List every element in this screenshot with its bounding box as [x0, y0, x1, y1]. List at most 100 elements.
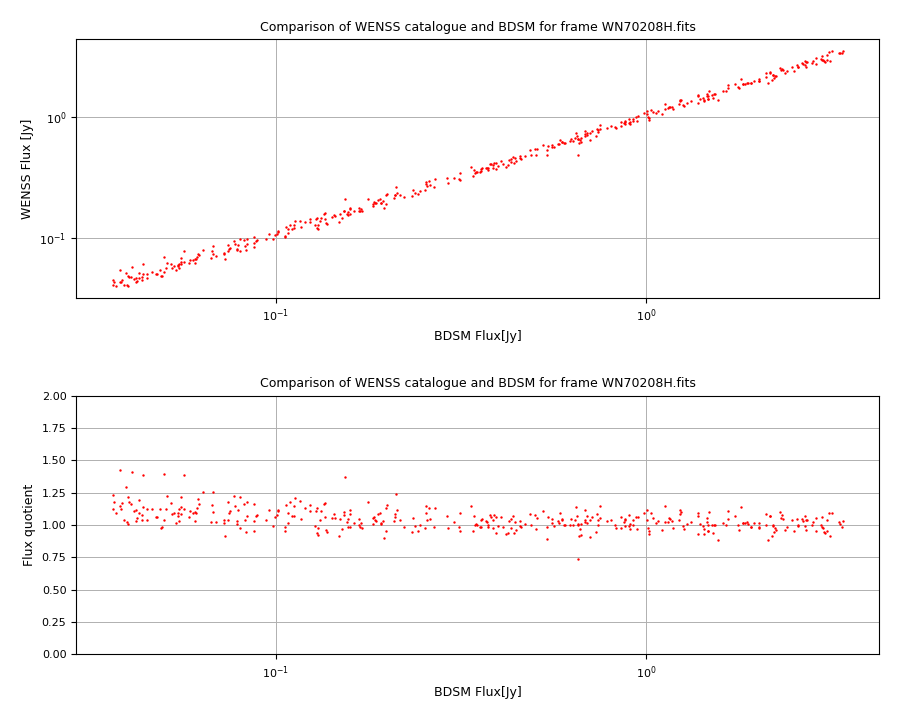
Point [787, 65, 801, 76]
Point [640, 109, 654, 120]
Point [815, 55, 830, 66]
Point [339, 517, 354, 528]
Point [752, 517, 766, 528]
Point [371, 508, 385, 519]
Point [441, 522, 455, 534]
Point [772, 507, 787, 518]
Point [614, 510, 628, 522]
Point [590, 127, 605, 138]
Point [814, 50, 829, 62]
Point [785, 61, 799, 73]
Point [766, 520, 780, 531]
Point [824, 45, 839, 57]
Point [683, 517, 698, 528]
Point [266, 233, 281, 245]
Point [658, 516, 672, 528]
Point [734, 501, 748, 513]
Point [474, 166, 489, 177]
Point [115, 274, 130, 286]
Point [327, 508, 341, 520]
Point [626, 113, 641, 125]
Point [196, 486, 211, 498]
Point [338, 509, 352, 521]
Point [822, 47, 836, 58]
Point [800, 514, 814, 526]
Point [379, 199, 393, 210]
Point [135, 515, 149, 526]
Point [285, 223, 300, 235]
Point [499, 528, 513, 540]
Point [705, 519, 719, 531]
Point [617, 118, 632, 130]
Point [310, 222, 325, 234]
Point [240, 497, 255, 508]
Point [310, 222, 324, 233]
Point [221, 239, 236, 251]
Point [707, 519, 722, 531]
Point [787, 526, 801, 537]
Point [366, 200, 381, 212]
Point [220, 514, 235, 526]
Point [698, 96, 712, 107]
Point [217, 248, 231, 259]
Point [112, 276, 127, 288]
Point [809, 53, 824, 64]
Point [593, 500, 608, 512]
Point [418, 176, 433, 187]
Point [155, 271, 169, 282]
Point [666, 104, 680, 115]
Point [206, 240, 220, 252]
Point [592, 512, 607, 523]
Point [622, 113, 636, 125]
Point [302, 505, 317, 517]
Point [157, 469, 171, 480]
Point [484, 158, 499, 170]
Point [809, 512, 824, 523]
Point [427, 181, 441, 192]
Point [530, 512, 544, 523]
Point [775, 513, 789, 525]
Point [648, 107, 662, 119]
Point [423, 513, 437, 525]
Point [130, 513, 144, 524]
Point [574, 132, 589, 143]
Point [302, 499, 317, 510]
Point [495, 521, 509, 532]
Point [217, 247, 231, 258]
Point [281, 508, 295, 519]
Point [716, 518, 730, 529]
Point [227, 491, 241, 503]
Point [705, 89, 719, 101]
Point [617, 117, 632, 128]
Point [298, 503, 312, 514]
Point [580, 127, 594, 138]
Point [733, 83, 747, 94]
Point [174, 256, 188, 268]
Point [763, 510, 778, 521]
Point [341, 513, 356, 524]
Point [320, 218, 334, 230]
Point [835, 45, 850, 57]
Point [168, 264, 183, 276]
Point [563, 513, 578, 525]
Point [565, 519, 580, 531]
Point [806, 516, 821, 527]
Point [502, 515, 517, 526]
Point [439, 173, 454, 184]
Point [630, 523, 644, 534]
Point [230, 244, 245, 256]
Point [233, 233, 248, 245]
Point [240, 238, 255, 250]
Point [739, 77, 753, 89]
Point [277, 521, 292, 533]
Point [508, 156, 523, 167]
Point [697, 94, 711, 105]
Point [547, 141, 562, 153]
Point [501, 527, 516, 539]
Point [762, 510, 777, 522]
Point [171, 503, 185, 515]
Point [148, 269, 163, 280]
Point [164, 498, 178, 509]
Point [482, 158, 497, 170]
Point [172, 516, 186, 527]
